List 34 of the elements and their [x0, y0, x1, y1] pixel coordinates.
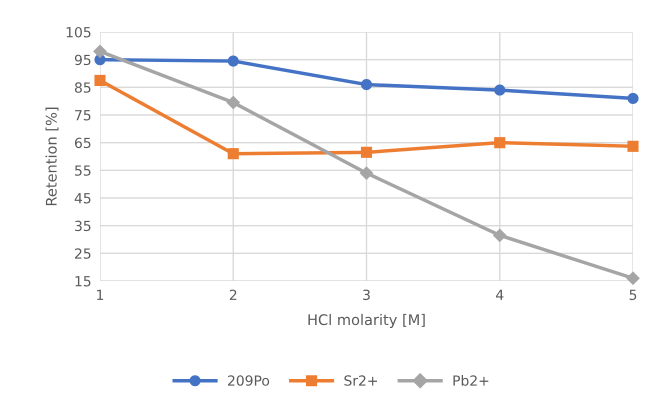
point [494, 137, 506, 148]
y-tick-label: 75 [75, 110, 90, 120]
y-tick-label: 105 [66, 26, 90, 38]
y-tick-label: 35 [75, 220, 90, 232]
legend-label: Pb2+ [453, 375, 488, 386]
x-axis-title: HCl molarity [M] [308, 314, 425, 328]
x-tick-label: 2 [230, 290, 236, 300]
point [94, 74, 106, 86]
y-tick-label: 25 [75, 248, 90, 259]
y-tick-label: 85 [74, 82, 90, 93]
point [627, 92, 639, 104]
x-tick-label: 5 [630, 290, 636, 300]
y-tick-label: 65 [74, 138, 90, 148]
point [228, 148, 239, 160]
legend-label: 209Po [228, 375, 270, 386]
y-axis-title: Retention [%] [45, 108, 58, 206]
x-tick-label: 1 [97, 290, 104, 300]
point [494, 84, 506, 96]
point [627, 140, 639, 152]
y-tick-label: 45 [74, 193, 90, 204]
point [228, 55, 239, 67]
x-tick-label: 3 [363, 290, 370, 300]
y-tick-label: 95 [74, 54, 90, 66]
point [360, 166, 374, 180]
legend-label: Sr2+ [344, 375, 378, 386]
y-tick-label: 15 [76, 276, 90, 286]
point [226, 96, 240, 110]
y-tick-label: 55 [75, 165, 90, 176]
point [360, 79, 372, 90]
point [93, 44, 107, 58]
x-tick-label: 4 [496, 290, 504, 300]
point [626, 272, 640, 285]
point [360, 146, 372, 158]
point [493, 228, 506, 242]
